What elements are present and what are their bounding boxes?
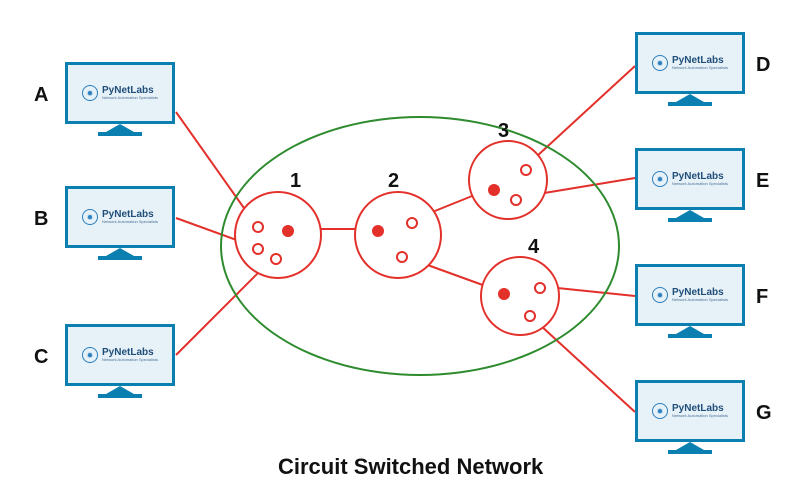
monitor-stand: [676, 326, 704, 334]
monitor-base: [668, 102, 712, 106]
monitor-brand: ✹PyNetLabsNetwork Automation Specialists: [652, 403, 728, 419]
monitor-stand: [676, 94, 704, 102]
port-open: [396, 251, 408, 263]
brand-logo-icon: ✹: [82, 209, 98, 225]
brand-logo-icon: ✹: [82, 347, 98, 363]
monitor-brand: ✹PyNetLabsNetwork Automation Specialists: [652, 55, 728, 71]
monitor-stand: [106, 386, 134, 394]
monitor-base: [668, 218, 712, 222]
port-open: [524, 310, 536, 322]
switch-label-3: 3: [498, 120, 509, 143]
port-open: [252, 221, 264, 233]
port-open: [252, 243, 264, 255]
brand-subtitle: Network Automation Specialists: [102, 220, 158, 224]
monitor-screen: ✹PyNetLabsNetwork Automation Specialists: [635, 32, 745, 94]
port-open: [406, 217, 418, 229]
monitor-stand: [676, 442, 704, 450]
monitor-base: [98, 256, 142, 260]
monitor-base: [668, 334, 712, 338]
switch-4: [480, 256, 560, 336]
monitor-F: ✹PyNetLabsNetwork Automation Specialists: [635, 264, 745, 342]
port-open: [270, 253, 282, 265]
monitor-stand: [106, 248, 134, 256]
port-active: [498, 288, 510, 300]
host-label-A: A: [34, 84, 48, 107]
monitor-screen: ✹PyNetLabsNetwork Automation Specialists: [65, 62, 175, 124]
monitor-screen: ✹PyNetLabsNetwork Automation Specialists: [65, 324, 175, 386]
port-open: [520, 164, 532, 176]
monitor-D: ✹PyNetLabsNetwork Automation Specialists: [635, 32, 745, 110]
brand-subtitle: Network Automation Specialists: [672, 182, 728, 186]
monitor-base: [668, 450, 712, 454]
monitor-brand: ✹PyNetLabsNetwork Automation Specialists: [652, 287, 728, 303]
brand-logo-icon: ✹: [652, 287, 668, 303]
monitor-brand: ✹PyNetLabsNetwork Automation Specialists: [652, 171, 728, 187]
monitor-screen: ✹PyNetLabsNetwork Automation Specialists: [635, 264, 745, 326]
monitor-brand: ✹PyNetLabsNetwork Automation Specialists: [82, 85, 158, 101]
port-open: [510, 194, 522, 206]
brand-subtitle: Network Automation Specialists: [672, 414, 728, 418]
monitor-G: ✹PyNetLabsNetwork Automation Specialists: [635, 380, 745, 458]
port-active: [488, 184, 500, 196]
host-label-C: C: [34, 346, 48, 369]
brand-logo-icon: ✹: [82, 85, 98, 101]
brand-subtitle: Network Automation Specialists: [102, 96, 158, 100]
monitor-brand: ✹PyNetLabsNetwork Automation Specialists: [82, 209, 158, 225]
switch-label-1: 1: [290, 170, 301, 193]
host-label-B: B: [34, 208, 48, 231]
switch-2: [354, 191, 442, 279]
switch-label-2: 2: [388, 170, 399, 193]
diagram-title: Circuit Switched Network: [278, 454, 543, 480]
host-label-G: G: [756, 402, 772, 425]
port-active: [282, 225, 294, 237]
switch-3: [468, 140, 548, 220]
port-active: [372, 225, 384, 237]
monitor-stand: [676, 210, 704, 218]
brand-subtitle: Network Automation Specialists: [672, 66, 728, 70]
brand-subtitle: Network Automation Specialists: [102, 358, 158, 362]
monitor-B: ✹PyNetLabsNetwork Automation Specialists: [65, 186, 175, 264]
monitor-brand: ✹PyNetLabsNetwork Automation Specialists: [82, 347, 158, 363]
monitor-stand: [106, 124, 134, 132]
monitor-base: [98, 132, 142, 136]
switch-1: [234, 191, 322, 279]
brand-subtitle: Network Automation Specialists: [672, 298, 728, 302]
monitor-E: ✹PyNetLabsNetwork Automation Specialists: [635, 148, 745, 226]
brand-logo-icon: ✹: [652, 171, 668, 187]
monitor-screen: ✹PyNetLabsNetwork Automation Specialists: [635, 148, 745, 210]
host-label-D: D: [756, 54, 770, 77]
brand-logo-icon: ✹: [652, 403, 668, 419]
host-label-F: F: [756, 286, 768, 309]
monitor-base: [98, 394, 142, 398]
monitor-C: ✹PyNetLabsNetwork Automation Specialists: [65, 324, 175, 402]
host-label-E: E: [756, 170, 769, 193]
switch-label-4: 4: [528, 236, 539, 259]
brand-logo-icon: ✹: [652, 55, 668, 71]
monitor-screen: ✹PyNetLabsNetwork Automation Specialists: [65, 186, 175, 248]
diagram-canvas: ✹PyNetLabsNetwork Automation Specialists…: [0, 0, 800, 500]
port-open: [534, 282, 546, 294]
monitor-screen: ✹PyNetLabsNetwork Automation Specialists: [635, 380, 745, 442]
monitor-A: ✹PyNetLabsNetwork Automation Specialists: [65, 62, 175, 140]
